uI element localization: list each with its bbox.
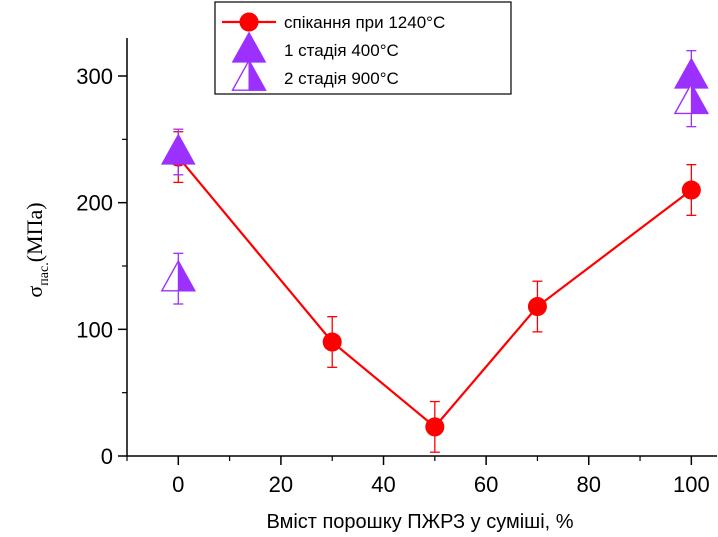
data-point-half-triangle-fill xyxy=(248,58,267,91)
legend: спікання при 1240°С 1 стадія 400°С 2 стаді… xyxy=(214,1,512,95)
y-axis-label-rest: (МПа) xyxy=(22,202,47,262)
y-tick-label: 0 xyxy=(101,444,113,469)
data-point-circle xyxy=(425,417,445,437)
axes: 0 20 40 60 80 100 0 100 200 300 xyxy=(76,38,717,497)
legend-label: спікання при 1240°С xyxy=(284,13,445,32)
legend-label: 1 стадія 400°С xyxy=(284,41,399,60)
x-tick-label: 40 xyxy=(371,472,395,497)
series-layer xyxy=(160,50,710,453)
x-tick-label: 80 xyxy=(576,472,600,497)
x-axis-label: Вміст порошку ПЖРЗ у суміші, % xyxy=(266,511,573,533)
x-tick-label: 100 xyxy=(673,472,710,497)
data-point-circle xyxy=(322,332,342,352)
data-point-circle xyxy=(681,180,701,200)
series-2 xyxy=(160,50,709,176)
data-point-half-triangle-fill xyxy=(177,259,196,292)
data-point-circle xyxy=(527,297,547,317)
data-point-triangle xyxy=(160,133,196,165)
legend-label: 2 стадія 900°С xyxy=(284,69,399,88)
data-point-circle xyxy=(239,12,259,32)
data-point-half-triangle-fill xyxy=(690,81,709,114)
y-axis-label-symbol: σ xyxy=(22,286,47,298)
y-axis-label: σпас.(МПа) xyxy=(22,202,52,297)
series-1 xyxy=(168,131,701,453)
x-tick-label: 20 xyxy=(269,472,293,497)
legend-box xyxy=(214,1,512,95)
series-line xyxy=(177,156,693,429)
y-tick-label: 100 xyxy=(76,317,113,342)
x-tick-label: 60 xyxy=(474,472,498,497)
y-axis-label-subscript: пас. xyxy=(37,262,52,285)
y-tick-label: 300 xyxy=(76,64,113,89)
series-3 xyxy=(160,75,710,305)
x-tick-label: 0 xyxy=(172,472,184,497)
y-tick-label: 200 xyxy=(76,191,113,216)
